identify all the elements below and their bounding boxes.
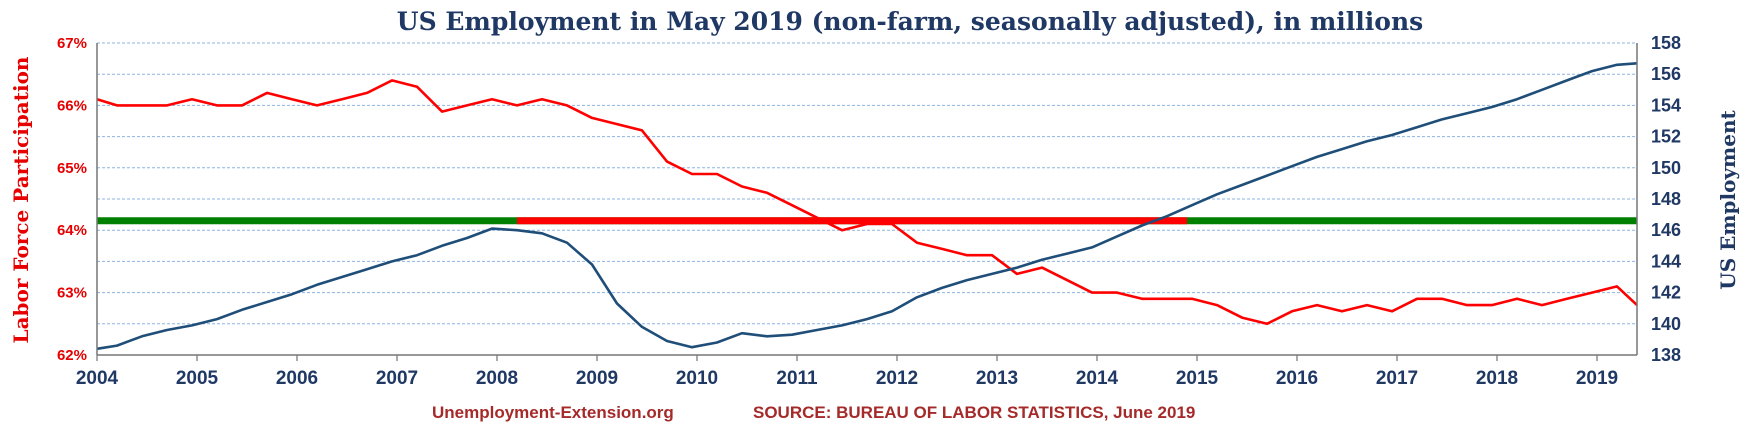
- right-tick-label: 156: [1651, 64, 1681, 84]
- right-tick-label: 150: [1651, 158, 1681, 178]
- right-tick-label: 146: [1651, 220, 1681, 240]
- x-tick-label: 2017: [1376, 368, 1418, 389]
- x-tick-label: 2008: [476, 368, 518, 389]
- right-tick-label: 152: [1651, 127, 1681, 147]
- left-tick-label: 66%: [57, 97, 87, 114]
- chart-title: US Employment in May 2019 (non-farm, sea…: [397, 7, 1423, 36]
- right-tick-label: 140: [1651, 314, 1681, 334]
- x-tick-label: 2019: [1576, 368, 1618, 389]
- right-tick-label: 148: [1651, 189, 1681, 209]
- series-line-0: [96, 79, 1638, 326]
- x-tick-label: 2013: [976, 368, 1018, 389]
- x-tick-label: 2009: [576, 368, 618, 389]
- plot-frame: [96, 43, 1638, 361]
- left-axis-label: Labor Force Participation: [9, 56, 33, 343]
- right-axis-label: US Employment: [1716, 110, 1740, 290]
- x-tick-label: 2012: [876, 368, 918, 389]
- right-tick-label: 138: [1651, 345, 1681, 365]
- x-tick-label: 2016: [1276, 368, 1318, 389]
- x-tick-label: 2006: [276, 368, 318, 389]
- right-tick-label: 144: [1651, 251, 1681, 271]
- x-tick-label: 2010: [676, 368, 718, 389]
- series-lines: [96, 62, 1638, 351]
- left-tick-label: 64%: [57, 222, 87, 239]
- x-tick-label: 2015: [1176, 368, 1219, 389]
- gridlines: [97, 42, 1637, 325]
- x-tick-label: 2004: [76, 368, 119, 389]
- x-tick-label: 2005: [176, 368, 219, 389]
- right-tick-label: 154: [1651, 95, 1681, 115]
- footer-site: Unemployment-Extension.org: [432, 403, 674, 422]
- right-tick-label: 142: [1651, 283, 1681, 303]
- left-tick-label: 63%: [57, 285, 87, 302]
- x-tick-label: 2007: [376, 368, 418, 389]
- left-tick-labels: 62% 63% 64% 65% 66% 67%: [57, 35, 87, 364]
- x-tick-label: 2018: [1476, 368, 1518, 389]
- left-tick-label: 67%: [57, 35, 87, 52]
- right-tick-label: 158: [1651, 33, 1681, 53]
- right-tick-labels: 138 140 142 144 146 148 150 152 154 156 158: [1651, 33, 1681, 365]
- x-tick-label: 2014: [1076, 368, 1119, 389]
- left-tick-label: 62%: [57, 347, 87, 364]
- x-tick-label: 2011: [776, 368, 818, 389]
- series-line-1: [96, 62, 1638, 351]
- x-tick-labels: 2004 2005 2006 2007 2008 2009 2010 2011 2012 2013…: [76, 368, 1618, 389]
- left-tick-label: 65%: [57, 160, 87, 177]
- footer-source: SOURCE: BUREAU OF LABOR STATISTICS, June…: [753, 403, 1195, 422]
